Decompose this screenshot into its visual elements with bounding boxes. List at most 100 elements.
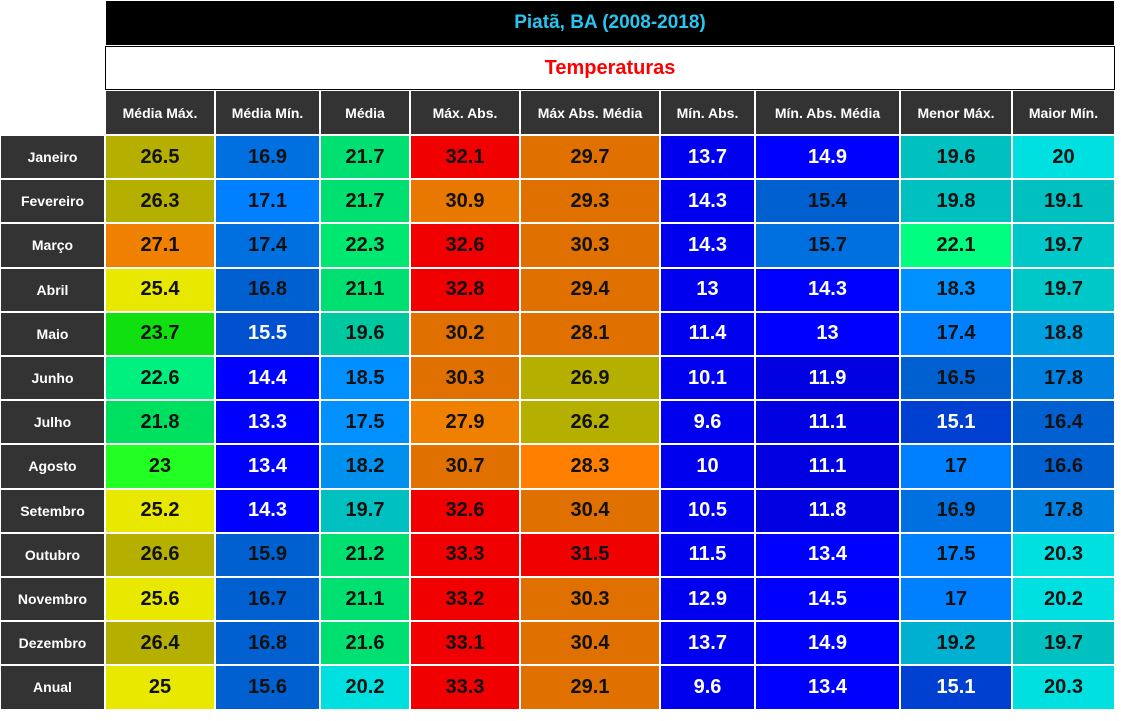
value-cell: 30.4	[520, 621, 660, 666]
value-cell: 10.1	[660, 356, 755, 401]
value-cell: 14.3	[660, 179, 755, 224]
value-cell: 28.1	[520, 311, 660, 356]
row-label: Anual	[0, 665, 105, 710]
column-header: Máx Abs. Média	[520, 90, 660, 135]
value-cell: 18.3	[900, 267, 1012, 312]
value-cell: 29.7	[520, 135, 660, 180]
value-cell: 26.4	[105, 621, 215, 666]
value-cell: 11.1	[755, 400, 900, 445]
value-cell: 21.1	[320, 267, 410, 312]
value-cell: 21.1	[320, 577, 410, 622]
value-cell: 32.8	[410, 267, 520, 312]
value-cell: 30.3	[410, 356, 520, 401]
value-cell: 15.9	[215, 532, 320, 577]
value-cell: 21.2	[320, 532, 410, 577]
column-header: Máx. Abs.	[410, 90, 520, 135]
row-label: Outubro	[0, 532, 105, 577]
value-cell: 33.2	[410, 577, 520, 622]
value-cell: 19.7	[1012, 223, 1115, 268]
column-header: Média Máx.	[105, 90, 215, 135]
value-cell: 19.7	[1012, 621, 1115, 666]
value-cell: 20.3	[1012, 665, 1115, 710]
value-cell: 25.6	[105, 577, 215, 622]
value-cell: 19.6	[320, 311, 410, 356]
value-cell: 30.9	[410, 179, 520, 224]
value-cell: 17.8	[1012, 488, 1115, 533]
value-cell: 27.1	[105, 223, 215, 268]
value-cell: 16.6	[1012, 444, 1115, 489]
value-cell: 28.3	[520, 444, 660, 489]
value-cell: 16.8	[215, 267, 320, 312]
table-subtitle: Temperaturas	[105, 46, 1115, 90]
value-cell: 15.6	[215, 665, 320, 710]
value-cell: 20.2	[320, 665, 410, 710]
value-cell: 25	[105, 665, 215, 710]
value-cell: 32.6	[410, 488, 520, 533]
value-cell: 29.1	[520, 665, 660, 710]
value-cell: 14.4	[215, 356, 320, 401]
value-cell: 13.7	[660, 135, 755, 180]
value-cell: 26.5	[105, 135, 215, 180]
value-cell: 15.4	[755, 179, 900, 224]
value-cell: 17	[900, 444, 1012, 489]
value-cell: 30.3	[520, 223, 660, 268]
value-cell: 14.3	[755, 267, 900, 312]
value-cell: 13.4	[755, 532, 900, 577]
value-cell: 22.3	[320, 223, 410, 268]
row-label: Maio	[0, 311, 105, 356]
value-cell: 19.8	[900, 179, 1012, 224]
value-cell: 30.2	[410, 311, 520, 356]
column-header: Média Mín.	[215, 90, 320, 135]
value-cell: 16.8	[215, 621, 320, 666]
value-cell: 20.3	[1012, 532, 1115, 577]
value-cell: 14.9	[755, 621, 900, 666]
value-cell: 10.5	[660, 488, 755, 533]
value-cell: 11.9	[755, 356, 900, 401]
row-label: Agosto	[0, 444, 105, 489]
value-cell: 17.5	[900, 532, 1012, 577]
value-cell: 11.5	[660, 532, 755, 577]
value-cell: 12.9	[660, 577, 755, 622]
column-header: Mín. Abs.	[660, 90, 755, 135]
value-cell: 9.6	[660, 665, 755, 710]
value-cell: 21.6	[320, 621, 410, 666]
value-cell: 17.8	[1012, 356, 1115, 401]
value-cell: 9.6	[660, 400, 755, 445]
value-cell: 29.4	[520, 267, 660, 312]
value-cell: 11.4	[660, 311, 755, 356]
value-cell: 22.1	[900, 223, 1012, 268]
value-cell: 33.3	[410, 665, 520, 710]
value-cell: 25.4	[105, 267, 215, 312]
value-cell: 16.9	[215, 135, 320, 180]
value-cell: 13.3	[215, 400, 320, 445]
value-cell: 14.3	[660, 223, 755, 268]
value-cell: 17.5	[320, 400, 410, 445]
value-cell: 30.4	[520, 488, 660, 533]
value-cell: 14.9	[755, 135, 900, 180]
value-cell: 18.2	[320, 444, 410, 489]
value-cell: 18.8	[1012, 311, 1115, 356]
value-cell: 14.3	[215, 488, 320, 533]
row-label: Julho	[0, 400, 105, 445]
value-cell: 16.4	[1012, 400, 1115, 445]
column-header: Menor Máx.	[900, 90, 1012, 135]
value-cell: 15.7	[755, 223, 900, 268]
value-cell: 33.3	[410, 532, 520, 577]
value-cell: 11.8	[755, 488, 900, 533]
value-cell: 13	[755, 311, 900, 356]
value-cell: 16.7	[215, 577, 320, 622]
row-label: Janeiro	[0, 135, 105, 180]
value-cell: 13.4	[215, 444, 320, 489]
value-cell: 19.1	[1012, 179, 1115, 224]
column-header: Maior Mín.	[1012, 90, 1115, 135]
value-cell: 13.4	[755, 665, 900, 710]
value-cell: 26.6	[105, 532, 215, 577]
value-cell: 18.5	[320, 356, 410, 401]
row-label: Março	[0, 223, 105, 268]
value-cell: 29.3	[520, 179, 660, 224]
value-cell: 32.1	[410, 135, 520, 180]
value-cell: 13	[660, 267, 755, 312]
row-label: Dezembro	[0, 621, 105, 666]
value-cell: 21.7	[320, 135, 410, 180]
